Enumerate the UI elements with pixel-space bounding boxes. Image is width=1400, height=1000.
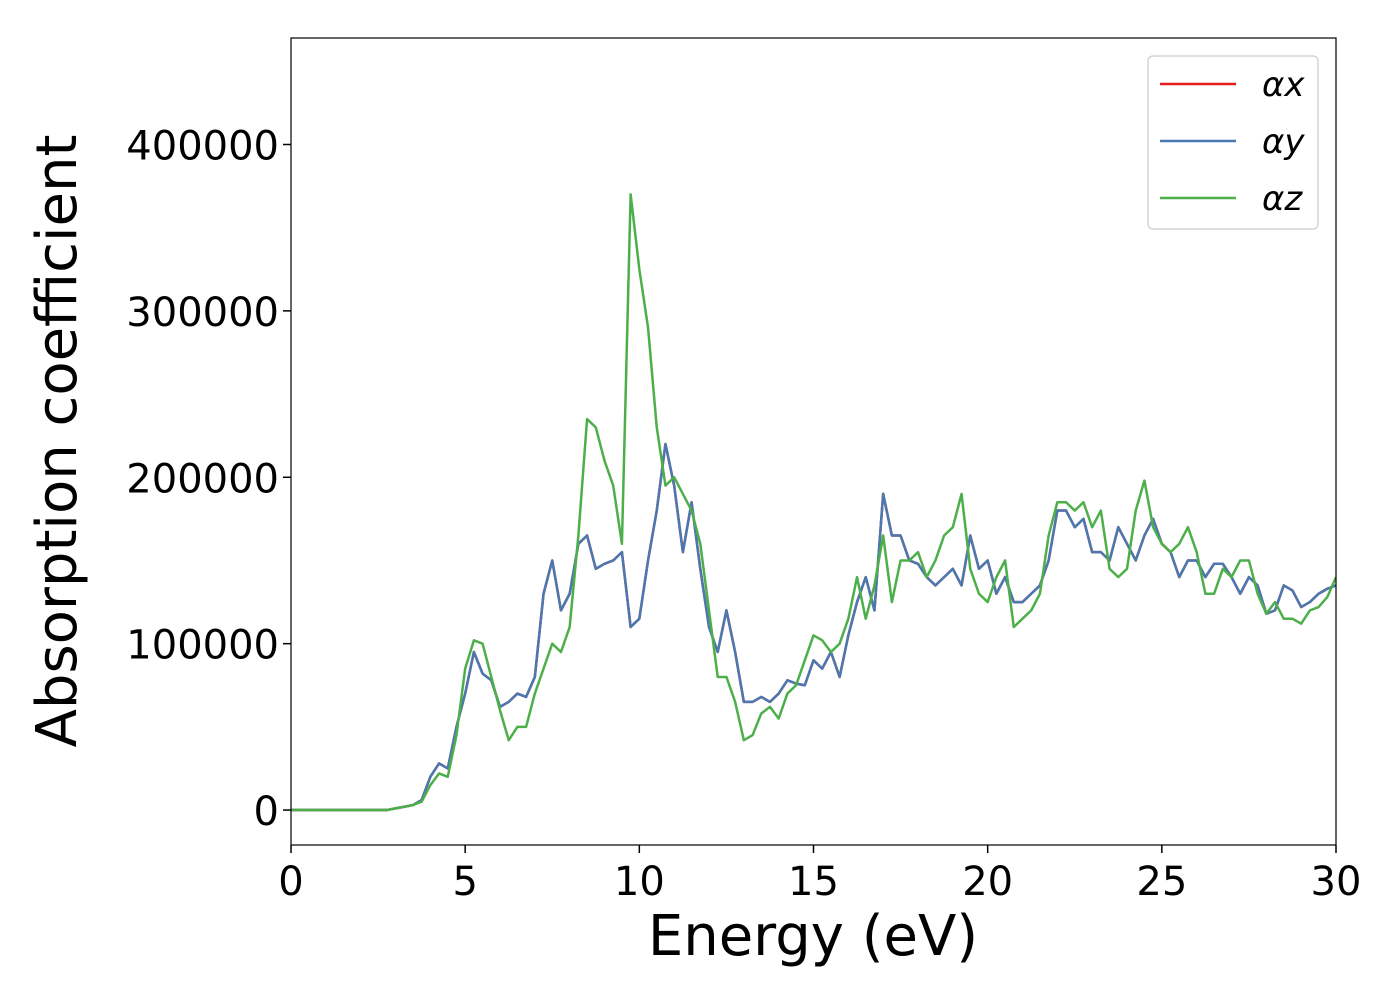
x-tick-label: 30 (1311, 859, 1362, 905)
plot-frame (290, 37, 1337, 846)
data-line (291, 442, 1336, 812)
legend-label: αz (1262, 179, 1303, 219)
y-tick-label: 200000 (126, 456, 279, 502)
y-tick-label: 100000 (126, 623, 279, 669)
y-tick-label: 0 (254, 789, 279, 835)
x-tick-label: 25 (1136, 859, 1187, 905)
x-axis-label: Energy (eV) (648, 904, 978, 969)
y-tick-label: 400000 (126, 123, 279, 169)
y-tick-label: 300000 (126, 290, 279, 336)
legend-label: αx (1262, 65, 1305, 105)
data-line (291, 193, 1336, 812)
x-tick-label: 5 (452, 859, 477, 905)
x-tick-label: 10 (614, 859, 665, 905)
y-axis-label: Absorption coefficient (25, 135, 90, 748)
x-tick-label: 15 (788, 859, 839, 905)
x-tick-label: 0 (278, 859, 303, 905)
legend-box (1147, 55, 1319, 230)
x-tick-label: 20 (962, 859, 1013, 905)
legend-label: αy (1262, 122, 1305, 162)
data-line (291, 442, 1336, 812)
